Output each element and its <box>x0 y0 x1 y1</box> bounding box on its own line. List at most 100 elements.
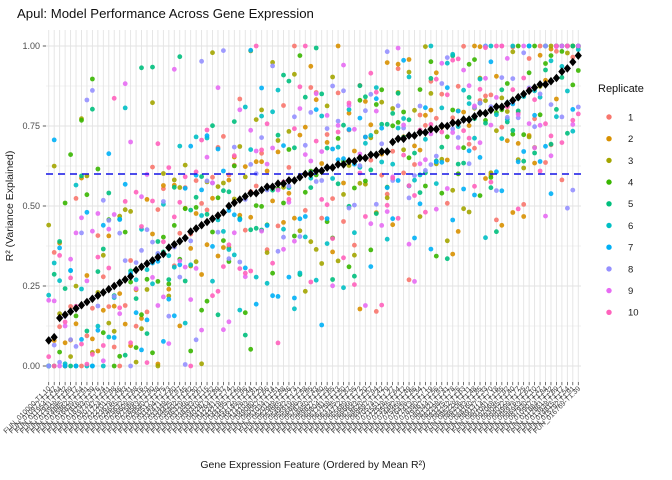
scatter-point <box>188 262 194 268</box>
scatter-point <box>166 165 172 171</box>
scatter-point <box>575 47 581 52</box>
scatter-point <box>461 160 466 166</box>
scatter-point <box>139 326 144 332</box>
mean-diamond <box>258 185 266 195</box>
mean-diamond <box>372 150 380 160</box>
mean-diamond <box>443 121 451 131</box>
scatter-point <box>319 322 325 328</box>
scatter-point <box>384 236 390 242</box>
scatter-point <box>570 128 576 134</box>
scatter-point <box>122 229 128 235</box>
mean-diamond <box>110 281 118 291</box>
scatter-point <box>488 43 494 49</box>
scatter-point <box>390 216 396 222</box>
scatter-point <box>182 162 188 168</box>
scatter-point <box>423 105 428 111</box>
scatter-point <box>461 145 466 151</box>
scatter-point <box>139 312 144 318</box>
scatter-point <box>373 129 379 135</box>
scatter-point <box>570 117 576 123</box>
scatter-point <box>559 75 565 80</box>
scatter-point <box>450 107 456 113</box>
scatter-point <box>575 104 581 110</box>
scatter-point <box>554 96 559 102</box>
mean-diamond <box>94 291 102 300</box>
scatter-point <box>204 207 210 213</box>
scatter-point <box>199 201 205 206</box>
scatter-point <box>57 324 62 330</box>
scatter-point <box>390 106 396 111</box>
scatter-point <box>150 239 155 245</box>
scatter-point <box>128 363 134 369</box>
scatter-point <box>100 343 106 348</box>
mean-diamond <box>263 182 271 192</box>
mean-diamond <box>399 134 408 144</box>
scatter-point <box>341 255 346 261</box>
mean-diamond <box>56 313 64 323</box>
scatter-point <box>548 58 554 64</box>
mean-diamond <box>148 256 157 265</box>
scatter-point <box>537 159 543 164</box>
scatter-point <box>281 234 286 240</box>
scatter-point <box>150 275 155 280</box>
scatter-point <box>395 178 401 183</box>
mean-diamond <box>492 102 500 112</box>
scatter-point <box>177 199 183 205</box>
scatter-point <box>341 285 346 291</box>
mean-diamond <box>547 76 555 86</box>
scatter-point <box>423 209 428 215</box>
scatter-point <box>510 131 516 137</box>
scatter-point <box>177 274 183 280</box>
scatter-point <box>182 362 188 367</box>
scatter-point <box>313 97 319 103</box>
scatter-point <box>510 49 516 55</box>
mean-diamond <box>449 118 457 128</box>
mean-diamond <box>170 240 178 249</box>
scatter-point <box>433 253 439 259</box>
scatter-point <box>150 64 155 70</box>
scatter-point <box>330 283 335 289</box>
scatter-point <box>171 313 177 319</box>
scatter-point <box>532 124 537 130</box>
scatter-point <box>406 183 412 189</box>
scatter-point <box>79 341 84 347</box>
scatter-point <box>477 76 483 82</box>
scatter-point <box>51 271 57 277</box>
scatter-point <box>95 323 101 329</box>
mean-diamond <box>361 153 369 163</box>
mean-diamond <box>541 80 550 89</box>
scatter-point <box>270 145 275 151</box>
scatter-point <box>199 58 205 64</box>
scatter-point <box>193 169 199 175</box>
scatter-point <box>472 103 477 109</box>
scatter-point <box>188 246 194 251</box>
scatter-point <box>221 327 226 333</box>
scatter-point <box>68 363 73 369</box>
mean-diamond <box>514 92 522 102</box>
scatter-point <box>477 44 483 50</box>
scatter-point <box>226 319 232 325</box>
mean-diamond <box>165 243 173 252</box>
scatter-point <box>253 159 259 165</box>
scatter-point <box>226 242 232 248</box>
scatter-point <box>133 345 139 350</box>
scatter-point <box>281 220 286 225</box>
scatter-point <box>122 303 128 308</box>
scatter-point <box>297 84 303 90</box>
mean-diamond <box>416 128 424 137</box>
scatter-point <box>248 47 254 53</box>
scatter-point <box>226 177 232 183</box>
scatter-point <box>346 264 352 270</box>
scatter-point <box>281 72 286 78</box>
scatter-point <box>215 184 221 190</box>
scatter-point <box>515 112 521 117</box>
scatter-point <box>559 114 565 120</box>
scatter-point <box>68 275 73 281</box>
scatter-point <box>166 313 172 319</box>
scatter-point <box>373 102 379 107</box>
scatter-point <box>155 141 161 147</box>
scatter-point <box>242 174 248 180</box>
scatter-point <box>395 125 401 131</box>
scatter-point <box>73 182 79 188</box>
scatter-point <box>543 67 548 73</box>
